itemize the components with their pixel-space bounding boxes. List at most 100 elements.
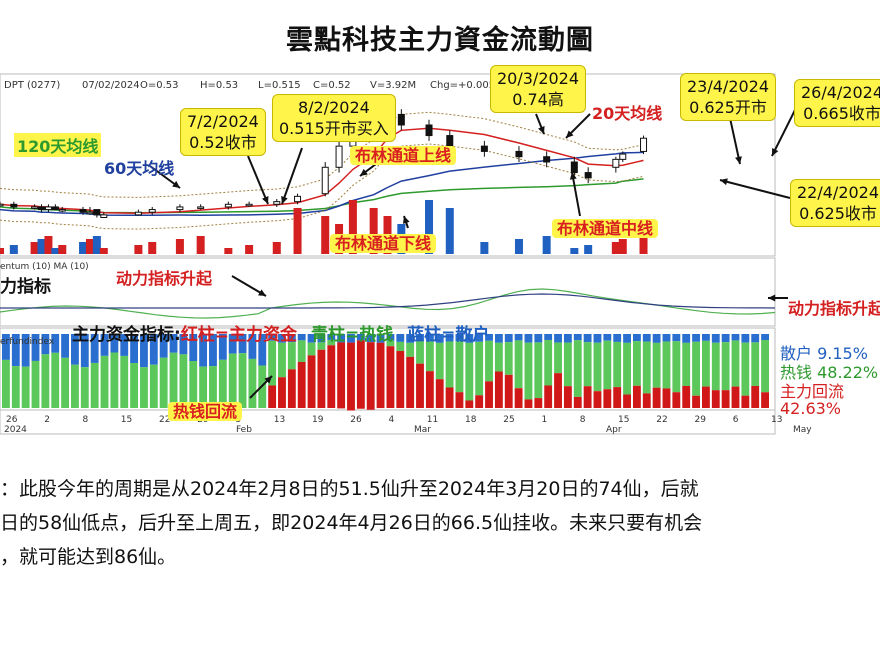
fund-bar-hot (435, 342, 444, 380)
fund-bar-hot (51, 352, 60, 408)
arrow-boll-upper-head (360, 168, 368, 176)
momentum-ma-line (0, 293, 776, 309)
arrow-ma20-head (566, 130, 574, 138)
boll-upper-label: 布林通道上线 (350, 142, 457, 166)
fund-bar-hot (149, 364, 158, 408)
fund-bar-hot (287, 342, 296, 370)
fund-bar-main (751, 385, 760, 408)
candle-body (397, 113, 405, 126)
note-line-1: ：此股今年的周期是从2024年2月8日的51.5仙升至2024年3月20日的74… (0, 478, 699, 500)
fund-bar-retail (238, 334, 247, 354)
fund-header: erfundindex (0, 337, 55, 347)
fund-bar-hot (218, 359, 227, 408)
fund-bar-hot (406, 342, 415, 357)
candle-body (570, 161, 578, 174)
fund-bar-hot (386, 340, 395, 347)
volume-bar (369, 208, 378, 254)
x-tick-label: 8 (580, 415, 586, 425)
fund-bar-retail (179, 334, 188, 355)
change-label: Chg=+0.005 ( (430, 80, 503, 91)
fund-bar-retail (711, 334, 720, 343)
arrow-7-2-head (262, 196, 269, 204)
fund-bar-main (396, 351, 405, 408)
fund-bar-retail (90, 334, 99, 363)
fund-bar-main (278, 377, 286, 408)
arrow-momentum-2-head (768, 294, 776, 302)
fund-bar-main (287, 369, 296, 408)
fund-bar-hot (179, 354, 188, 408)
low-label: L=0.515 (258, 80, 301, 91)
fund-bar-hot (711, 342, 720, 391)
fund-bar-main (455, 392, 464, 408)
arrow-8-2 (281, 147, 303, 205)
arrow-26-4 (771, 107, 797, 157)
fund-bar-main (435, 379, 444, 408)
x-tick-label: 22 (159, 415, 170, 425)
fund-bar-retail (504, 334, 513, 343)
volume-bar (134, 245, 143, 254)
fund-bar-main (376, 342, 385, 409)
hot-money-pct: 热钱 48.22% (780, 363, 879, 382)
volume-bar (293, 208, 302, 254)
x-tick-label: 13 (771, 415, 782, 425)
fund-bar-hot (494, 342, 503, 372)
fund-bar-main (573, 396, 582, 408)
candle-body (0, 203, 4, 207)
fund-bar-retail (514, 334, 523, 341)
volume-bar (148, 242, 157, 254)
fund-bar-retail (228, 334, 237, 354)
momentum-header: entum (10) MA (10) (0, 262, 89, 272)
momentum-panel (0, 257, 776, 327)
arrow-hot-money-head (264, 376, 272, 384)
fund-bar-retail (682, 334, 691, 343)
fund-bar-hot (159, 357, 168, 408)
fund-bar-hot (721, 342, 730, 391)
fund-bar-hot (603, 340, 612, 390)
fund-bar-hot (741, 342, 750, 396)
fund-bar-hot (425, 341, 434, 372)
fund-bar-hot (554, 342, 562, 374)
volume-bar (9, 245, 18, 254)
fund-bar-retail (11, 334, 20, 367)
fund-bar-hot (416, 341, 424, 364)
fund-bar-main (563, 386, 572, 408)
fund-bar-retail (169, 334, 178, 353)
main-back-label: 主力回流 (780, 382, 845, 401)
open-label: O=0.53 (140, 80, 179, 91)
fund-bar-retail (31, 334, 40, 361)
fund-bar-hot (199, 366, 208, 408)
fund-bar-retail (2, 334, 10, 360)
fund-bar-hot (100, 355, 109, 408)
fund-bar-retail (287, 334, 296, 343)
fund-bar-main (554, 373, 562, 408)
fund-bar-hot (632, 341, 641, 386)
fund-bar-hot (307, 342, 316, 356)
fund-bar-retail (248, 334, 257, 359)
volume-bar (85, 239, 94, 254)
fund-bar-retail (41, 334, 50, 355)
fund-bar-retail (406, 334, 415, 343)
volume-bar (425, 200, 434, 254)
fund-bar-retail (465, 334, 474, 343)
arrow-8-2-head (281, 196, 288, 204)
fund-bar-hot (327, 339, 336, 346)
candle-body (134, 211, 142, 216)
arrow-7-2 (247, 155, 269, 205)
fund-bar-main (327, 345, 336, 408)
main-pct: 42.63% (780, 399, 842, 418)
candle-body (224, 203, 232, 208)
volume-bar (639, 236, 648, 254)
x-tick-label: 25 (503, 415, 514, 425)
fund-bar-retail (327, 334, 336, 340)
candle-body (515, 150, 523, 158)
fund-bar-main (406, 356, 415, 408)
callout-26-4: 26/4/2024 0.665收市 (794, 79, 880, 127)
candle-body (51, 206, 59, 211)
volume-bar (92, 236, 101, 254)
fund-bar-hot (692, 341, 700, 396)
volume-bar (480, 242, 489, 254)
arrow-23-4-head (735, 156, 742, 164)
fund-bar-hot (701, 340, 710, 387)
callout-8-2: 8/2/2024 0.515开市买入 (272, 94, 396, 142)
fund-bar-retail (445, 334, 454, 342)
